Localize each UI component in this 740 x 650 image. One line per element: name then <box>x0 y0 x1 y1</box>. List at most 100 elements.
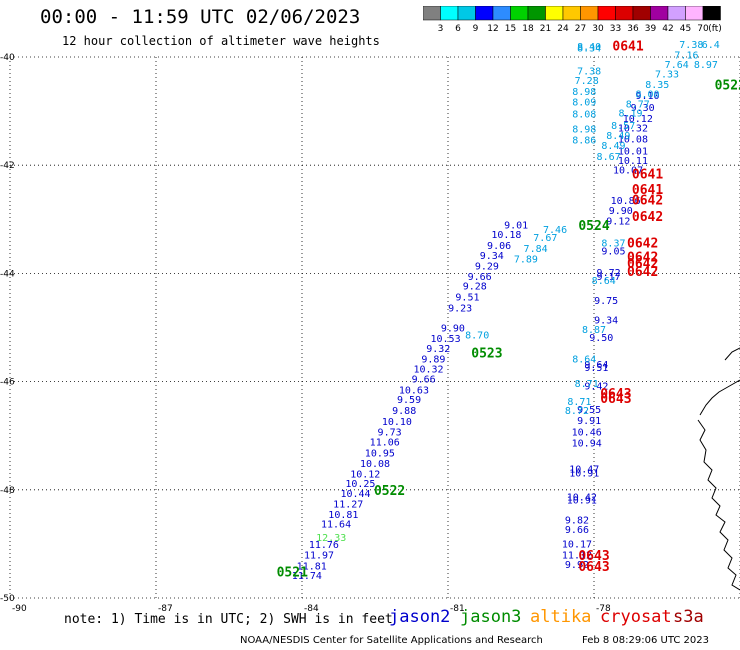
colorbar-label: 18 <box>522 24 534 34</box>
data-label: 10.94 <box>572 439 602 450</box>
data-label: 9.34 <box>594 316 618 327</box>
legend-jason2: jason2 <box>389 607 451 627</box>
data-label: 9.90 <box>441 323 465 334</box>
data-label: 10.63 <box>399 386 429 397</box>
y-tick-label: -46 <box>0 378 15 388</box>
data-label: 10.42 <box>567 493 597 504</box>
colorbar-label: 3 <box>438 24 444 34</box>
y-tick-label: -42 <box>0 161 15 171</box>
data-label: 9.55 <box>577 405 601 416</box>
x-tick-label: -81 <box>450 604 465 612</box>
data-label: 9.17 <box>597 272 621 283</box>
data-label: 10.25 <box>345 479 375 490</box>
data-label: 9.90 <box>609 206 633 217</box>
data-label: 7.67 <box>533 233 557 244</box>
data-label: 10.01 <box>618 146 648 157</box>
data-label: 8.70 <box>465 330 489 341</box>
legend-s3a: s3a <box>673 607 704 627</box>
data-label: 12.33 <box>316 533 346 544</box>
data-label: 9.72 <box>597 268 621 279</box>
data-label: 9.42 <box>584 382 608 393</box>
footer-note: note: 1) Time is in UTC; 2) SWH is in fe… <box>64 612 393 627</box>
x-tick-label: -78 <box>596 604 611 612</box>
data-label: 0643 <box>578 560 609 575</box>
data-label: 8.34 <box>577 44 601 55</box>
altimeter-map: -90-87-84-81-78-75-40-42-44-46-48-5011.7… <box>0 40 740 612</box>
data-label: 8.87 <box>582 325 606 336</box>
y-tick-label: -44 <box>0 269 15 279</box>
data-label: 8.09 <box>572 98 596 109</box>
data-label: 8.86 <box>572 136 596 147</box>
data-label: 7.64 <box>665 60 689 71</box>
data-label: 8.00 <box>635 90 659 101</box>
data-label: 8.67 <box>597 152 621 163</box>
data-label: 10.46 <box>572 428 602 439</box>
data-label: 11.06 <box>370 437 400 448</box>
data-label: 11.27 <box>333 500 363 511</box>
data-label: 9.89 <box>421 355 445 366</box>
data-label: 7.46 <box>543 225 567 236</box>
data-label: 9.50 <box>589 333 613 344</box>
data-label: 9.01 <box>504 220 528 231</box>
data-label: 11.64 <box>321 520 351 531</box>
data-label: 0642 <box>632 210 663 225</box>
colorbar-label: 36 <box>627 24 639 34</box>
data-label: 9.66 <box>468 272 492 283</box>
y-tick-label: -50 <box>0 594 15 604</box>
colorbar-label: 33 <box>610 24 621 34</box>
data-label: 7.38 <box>679 40 703 51</box>
data-label: 6.4 <box>702 40 720 51</box>
data-label: 8.72 <box>565 406 589 417</box>
data-label: 10.10 <box>382 417 412 428</box>
data-label: 0643 <box>600 392 631 407</box>
data-label: 0643 <box>578 549 609 564</box>
legend-altika: altika <box>530 607 592 627</box>
data-label: 0642 <box>627 257 658 272</box>
data-label: 10.81 <box>328 510 358 521</box>
data-label: 8.64 <box>592 276 616 287</box>
data-label: 10.53 <box>431 334 461 345</box>
data-label: 8.77 <box>626 99 650 110</box>
data-label: 9.05 <box>601 246 625 257</box>
data-label: 7.16 <box>674 51 698 62</box>
data-label: 10.32 <box>618 124 648 135</box>
data-label: 0642 <box>627 236 658 251</box>
color-legend: 3 6 9 12 15 18 21 24 27 30 33 36 39 42 45 70 (ft) <box>423 6 722 34</box>
data-label: 8.97 <box>694 60 718 71</box>
x-tick-label: -84 <box>304 604 319 612</box>
data-label: 7.89 <box>514 255 538 266</box>
legend-jason3: jason3 <box>460 607 522 627</box>
data-label: 8.64 <box>572 355 596 366</box>
data-label: 8.71 <box>575 379 599 390</box>
data-label: 10.12 <box>350 469 380 480</box>
data-label: 9.29 <box>475 262 499 273</box>
colorbar-label: 15 <box>505 24 516 34</box>
data-label: 9.73 <box>378 428 402 439</box>
data-label: 0643 <box>600 387 631 402</box>
colorbar-label: 6 <box>455 24 461 34</box>
data-label: 9.06 <box>487 241 511 252</box>
colorbar-label: 70 <box>697 24 709 34</box>
data-label: 9.32 <box>426 344 450 355</box>
data-label: 9.91 <box>577 416 601 427</box>
data-label: 7.28 <box>575 76 599 87</box>
data-label: 10.12 <box>623 114 653 125</box>
data-label: 11.97 <box>304 551 334 562</box>
data-label: 10.08 <box>360 459 390 470</box>
colorbar-label: 12 <box>487 24 498 34</box>
data-label: 9.23 <box>448 303 472 314</box>
data-label: 10.08 <box>618 134 648 145</box>
data-label: 9.82 <box>565 515 589 526</box>
data-label: 10.32 <box>413 364 443 375</box>
data-label: 11.12 <box>562 551 592 562</box>
data-label: 0642 <box>627 265 658 280</box>
data-label: 10.95 <box>365 448 395 459</box>
colorbar-label: 45 <box>680 24 691 34</box>
data-label: 9.66 <box>565 525 589 536</box>
data-label: 9.12 <box>606 217 630 228</box>
data-label: 9.34 <box>480 251 504 262</box>
data-label: 9.51 <box>455 292 479 303</box>
data-label: 8.35 <box>645 80 669 91</box>
data-label: 8.19 <box>618 109 642 120</box>
data-label: 11.74 <box>292 571 322 582</box>
